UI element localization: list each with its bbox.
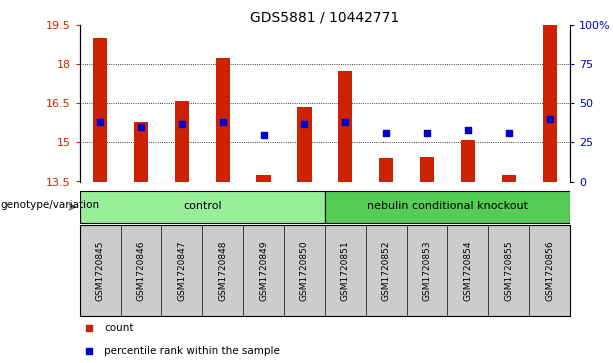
Text: GSM1720847: GSM1720847 — [177, 240, 186, 301]
Point — [177, 121, 187, 127]
Bar — [379, 158, 394, 182]
Point — [422, 130, 432, 136]
Point — [300, 121, 310, 127]
Point — [259, 132, 268, 138]
Bar — [543, 25, 557, 182]
Point — [136, 124, 146, 130]
Text: count: count — [104, 323, 134, 333]
Bar — [501, 175, 516, 182]
Text: GSM1720848: GSM1720848 — [218, 240, 227, 301]
Point — [95, 119, 105, 125]
Point — [85, 348, 94, 354]
Bar — [420, 157, 434, 182]
Text: percentile rank within the sample: percentile rank within the sample — [104, 346, 280, 356]
Bar — [216, 58, 230, 182]
Point — [218, 119, 227, 125]
Point — [504, 130, 514, 136]
Text: GSM1720856: GSM1720856 — [545, 240, 554, 301]
Point — [340, 119, 350, 125]
Text: GSM1720852: GSM1720852 — [382, 240, 390, 301]
Bar — [297, 107, 311, 182]
Text: GSM1720845: GSM1720845 — [96, 240, 105, 301]
Text: GSM1720849: GSM1720849 — [259, 240, 268, 301]
Bar — [93, 38, 107, 182]
Bar — [80, 191, 325, 223]
Point — [463, 127, 473, 133]
Text: genotype/variation: genotype/variation — [0, 200, 99, 210]
Text: GSM1720855: GSM1720855 — [504, 240, 513, 301]
Bar — [256, 175, 271, 182]
Point — [381, 130, 391, 136]
Title: GDS5881 / 10442771: GDS5881 / 10442771 — [250, 10, 400, 24]
Text: nebulin conditional knockout: nebulin conditional knockout — [367, 201, 528, 211]
Text: GSM1720851: GSM1720851 — [341, 240, 350, 301]
Bar — [325, 191, 570, 223]
Text: GSM1720854: GSM1720854 — [463, 240, 473, 301]
Bar — [338, 71, 352, 182]
Point — [545, 116, 555, 122]
Text: GSM1720850: GSM1720850 — [300, 240, 309, 301]
Text: control: control — [183, 201, 222, 211]
Point — [85, 325, 94, 330]
Bar — [134, 122, 148, 182]
Bar — [175, 101, 189, 182]
Text: GSM1720846: GSM1720846 — [137, 240, 145, 301]
Bar — [461, 140, 475, 182]
Text: GSM1720853: GSM1720853 — [422, 240, 432, 301]
